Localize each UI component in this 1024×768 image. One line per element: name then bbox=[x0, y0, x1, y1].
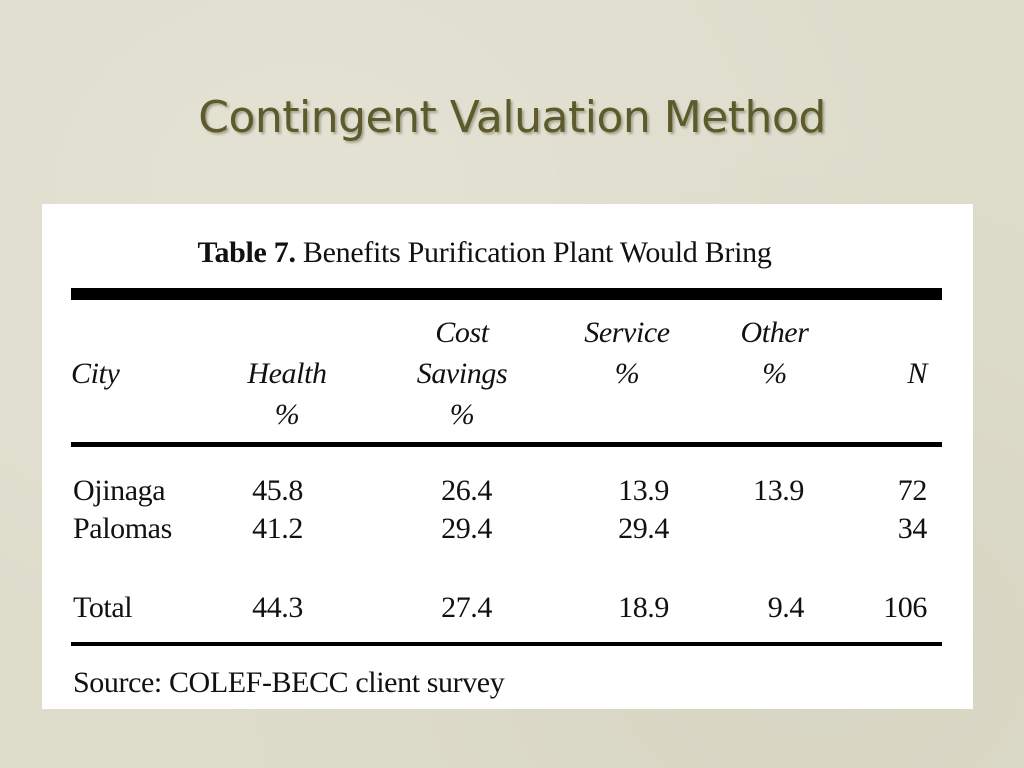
table-caption-text: Benefits Purification Plant Would Bring bbox=[302, 236, 772, 269]
table-top-rule bbox=[71, 288, 942, 300]
header-other-line2: % bbox=[762, 357, 787, 390]
cell-service: 18.9 bbox=[618, 591, 669, 624]
header-cost-line2: Savings bbox=[416, 357, 508, 390]
header-cost-line1: Cost bbox=[435, 316, 489, 349]
header-other: Other % bbox=[727, 312, 822, 394]
header-city: City bbox=[71, 357, 120, 390]
header-service: Service % bbox=[572, 312, 682, 394]
header-service-line1: Service bbox=[584, 316, 670, 349]
cell-health: 41.2 bbox=[252, 512, 303, 545]
slide-title: Contingent Valuation Method bbox=[198, 92, 826, 143]
header-other-line1: Other bbox=[740, 316, 809, 349]
header-health-line2: % bbox=[274, 398, 300, 431]
cell-cost-savings: 27.4 bbox=[441, 591, 492, 624]
cell-service: 29.4 bbox=[618, 512, 669, 545]
cell-city: Palomas bbox=[73, 512, 172, 545]
cell-cost-savings: 29.4 bbox=[441, 512, 492, 545]
table-bottom-rule bbox=[71, 642, 942, 646]
table-source-note: Source: COLEF-BECC client survey bbox=[73, 666, 505, 699]
table-header-rule bbox=[71, 442, 942, 447]
cell-health: 45.8 bbox=[252, 474, 303, 507]
cell-cost-savings: 26.4 bbox=[441, 474, 492, 507]
cell-other: 9.4 bbox=[767, 591, 805, 624]
cell-n: 34 bbox=[897, 512, 928, 545]
header-health: Health % bbox=[232, 353, 342, 435]
cell-service: 13.9 bbox=[618, 474, 669, 507]
cell-city: Total bbox=[73, 591, 133, 624]
header-health-line1: Health bbox=[247, 357, 327, 390]
cell-n: 106 bbox=[883, 591, 927, 624]
header-n: N bbox=[907, 357, 927, 390]
table-caption: Table 7. Benefits Purification Plant Wou… bbox=[19, 236, 950, 270]
cell-other: 13.9 bbox=[753, 474, 804, 507]
header-cost-savings: Cost Savings % bbox=[402, 312, 522, 435]
table-caption-label: Table 7. bbox=[197, 236, 296, 269]
cell-health: 44.3 bbox=[252, 591, 303, 624]
header-service-line2: % bbox=[614, 357, 640, 390]
header-cost-line3: % bbox=[449, 398, 475, 431]
cell-n: 72 bbox=[897, 474, 928, 507]
table-figure: Table 7. Benefits Purification Plant Wou… bbox=[42, 204, 973, 709]
cell-city: Ojinaga bbox=[73, 474, 166, 507]
